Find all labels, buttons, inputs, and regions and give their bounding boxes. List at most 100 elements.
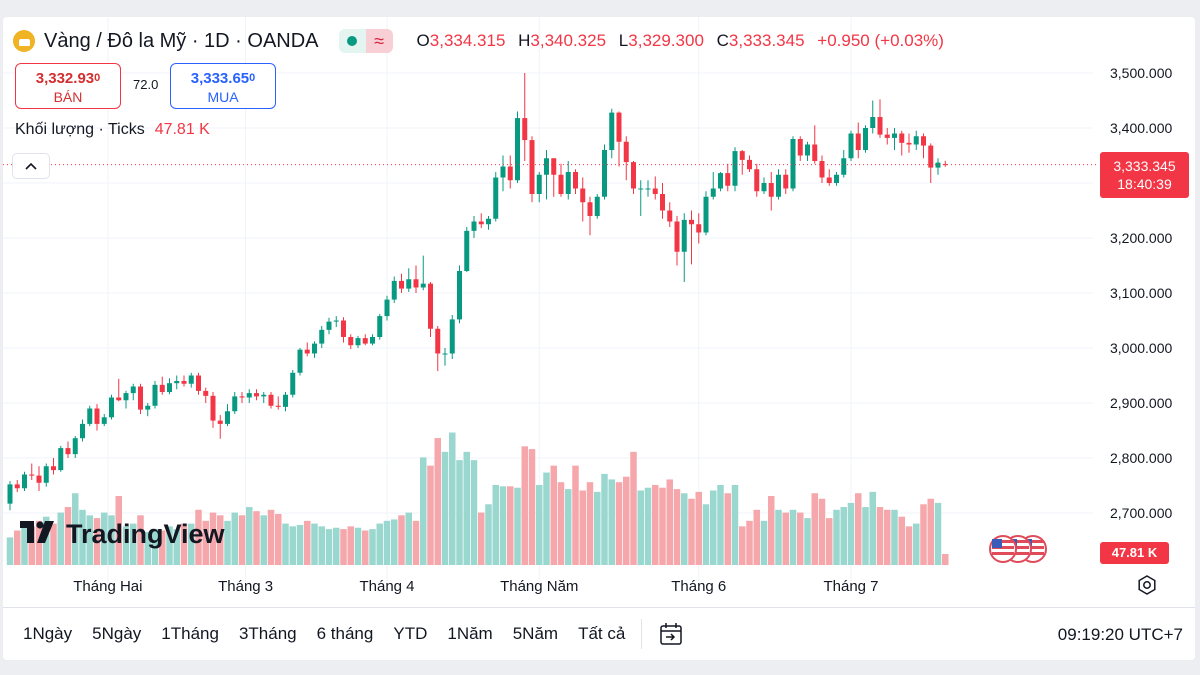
candle-body [558,174,564,194]
candle [877,99,883,138]
volume-bar [739,526,746,565]
candle [645,180,651,197]
candle [652,176,658,200]
candle-body [500,166,506,178]
candle [167,378,172,395]
volume-bar [572,465,579,565]
candle-body [58,448,64,471]
calendar-goto-icon[interactable] [658,621,684,647]
chart-window: 3,500.0003,400.0003,300.0003,200.0003,10… [3,17,1195,660]
volume-bar [50,523,57,565]
candle-body [747,159,752,170]
candle [776,169,781,200]
candle [732,147,738,192]
volume-bar [130,523,137,565]
volume-bar [434,438,441,565]
candle-body [580,188,586,203]
gold-icon [13,30,35,52]
timeframe-6m[interactable]: 6 tháng [316,624,374,643]
us-flags-icon[interactable] [989,534,1047,564]
collapse-legend-button[interactable] [12,153,50,179]
symbol-title[interactable]: Vàng / Đô la Mỹ · 1D · OANDA [44,29,319,52]
volume-bar [35,520,43,565]
candle-body [7,484,13,504]
timeframe-5y[interactable]: 5Năm [512,624,559,643]
timeframe-1d[interactable]: 1Ngày [23,624,73,643]
candle [36,466,42,491]
timeframe-3m[interactable]: 3Tháng [238,624,297,643]
market-status[interactable]: ≈ [338,29,393,53]
candle [80,419,85,442]
volume-bar [354,527,362,565]
candle [834,172,839,186]
timeframe-5d[interactable]: 5Ngày [92,624,142,643]
volume-bar [405,512,412,565]
candle-body [319,329,325,344]
candle [384,295,390,321]
candle-body [101,417,107,424]
volume-bar [550,465,557,565]
approx-icon[interactable]: ≈ [365,29,393,53]
volume-bar [159,530,166,565]
volume-bar [340,529,347,565]
volume-price-tag: 47.81 K [1100,542,1169,564]
volume-bar [347,526,354,565]
price-chart[interactable]: 3,500.0003,400.0003,300.0003,200.0003,10… [3,17,1195,660]
candle [138,383,143,414]
candle-body [196,375,201,391]
volume-bar [376,523,383,565]
buy-button[interactable]: 3,333.650 MUA [170,63,276,109]
candle-body [921,136,926,146]
volume-bar [325,529,333,565]
volume-bar [260,515,267,565]
volume-bar [478,512,485,565]
volume-bar [811,493,818,565]
tradingview-logo[interactable]: TradingView [20,519,225,550]
chart-settings-icon[interactable] [1136,574,1158,596]
candle [515,111,520,183]
volume-bar [282,523,289,565]
volume-bar [789,509,797,565]
candle-body [355,338,361,346]
volume-bar [79,509,86,565]
candle [805,141,810,161]
timeframe-all[interactable]: Tất cả [578,624,626,643]
candle-body [696,224,702,233]
sell-price: 3,332.930 [35,70,101,87]
sell-button[interactable]: 3,332.930 BÁN [15,63,121,109]
candle [304,342,310,357]
candle [188,372,194,388]
candle [870,100,876,134]
volume-bar [108,515,115,565]
y-tick-label: 2,800.000 [1110,450,1172,466]
volume-bar [869,491,876,565]
candle-body [783,174,789,189]
volume-legend[interactable]: Khối lượng · Ticks 47.81 K [15,121,210,139]
candle-body [420,283,426,288]
candle [565,161,571,200]
timeframe-1m[interactable]: 1Tháng [161,624,219,643]
time-axis: Tháng Hai Tháng 3 Tháng 4 Tháng Năm Tháng 6 T… [73,578,878,595]
timeframe-1y[interactable]: 1Năm [447,624,493,643]
candle-body [123,393,129,401]
timeframe-ytd[interactable]: YTD [393,624,428,643]
candle [681,213,687,282]
candle [428,282,433,337]
candle [906,133,912,153]
market-open-icon[interactable] [338,29,366,53]
candle-body [478,221,484,225]
candle [232,392,238,414]
candle-body [594,196,600,216]
candle-body [848,133,854,159]
candle [72,436,78,458]
candle [413,265,419,293]
candle [130,383,136,401]
x-tick-label: Tháng 4 [359,578,414,595]
candle [725,163,731,192]
clock-timezone[interactable]: 09:19:20 UTC+7 [1057,625,1183,644]
volume-bar [441,451,449,565]
candle [739,150,745,175]
candle-body [167,383,172,392]
candle-body [36,475,42,483]
volume-bar [818,498,826,565]
